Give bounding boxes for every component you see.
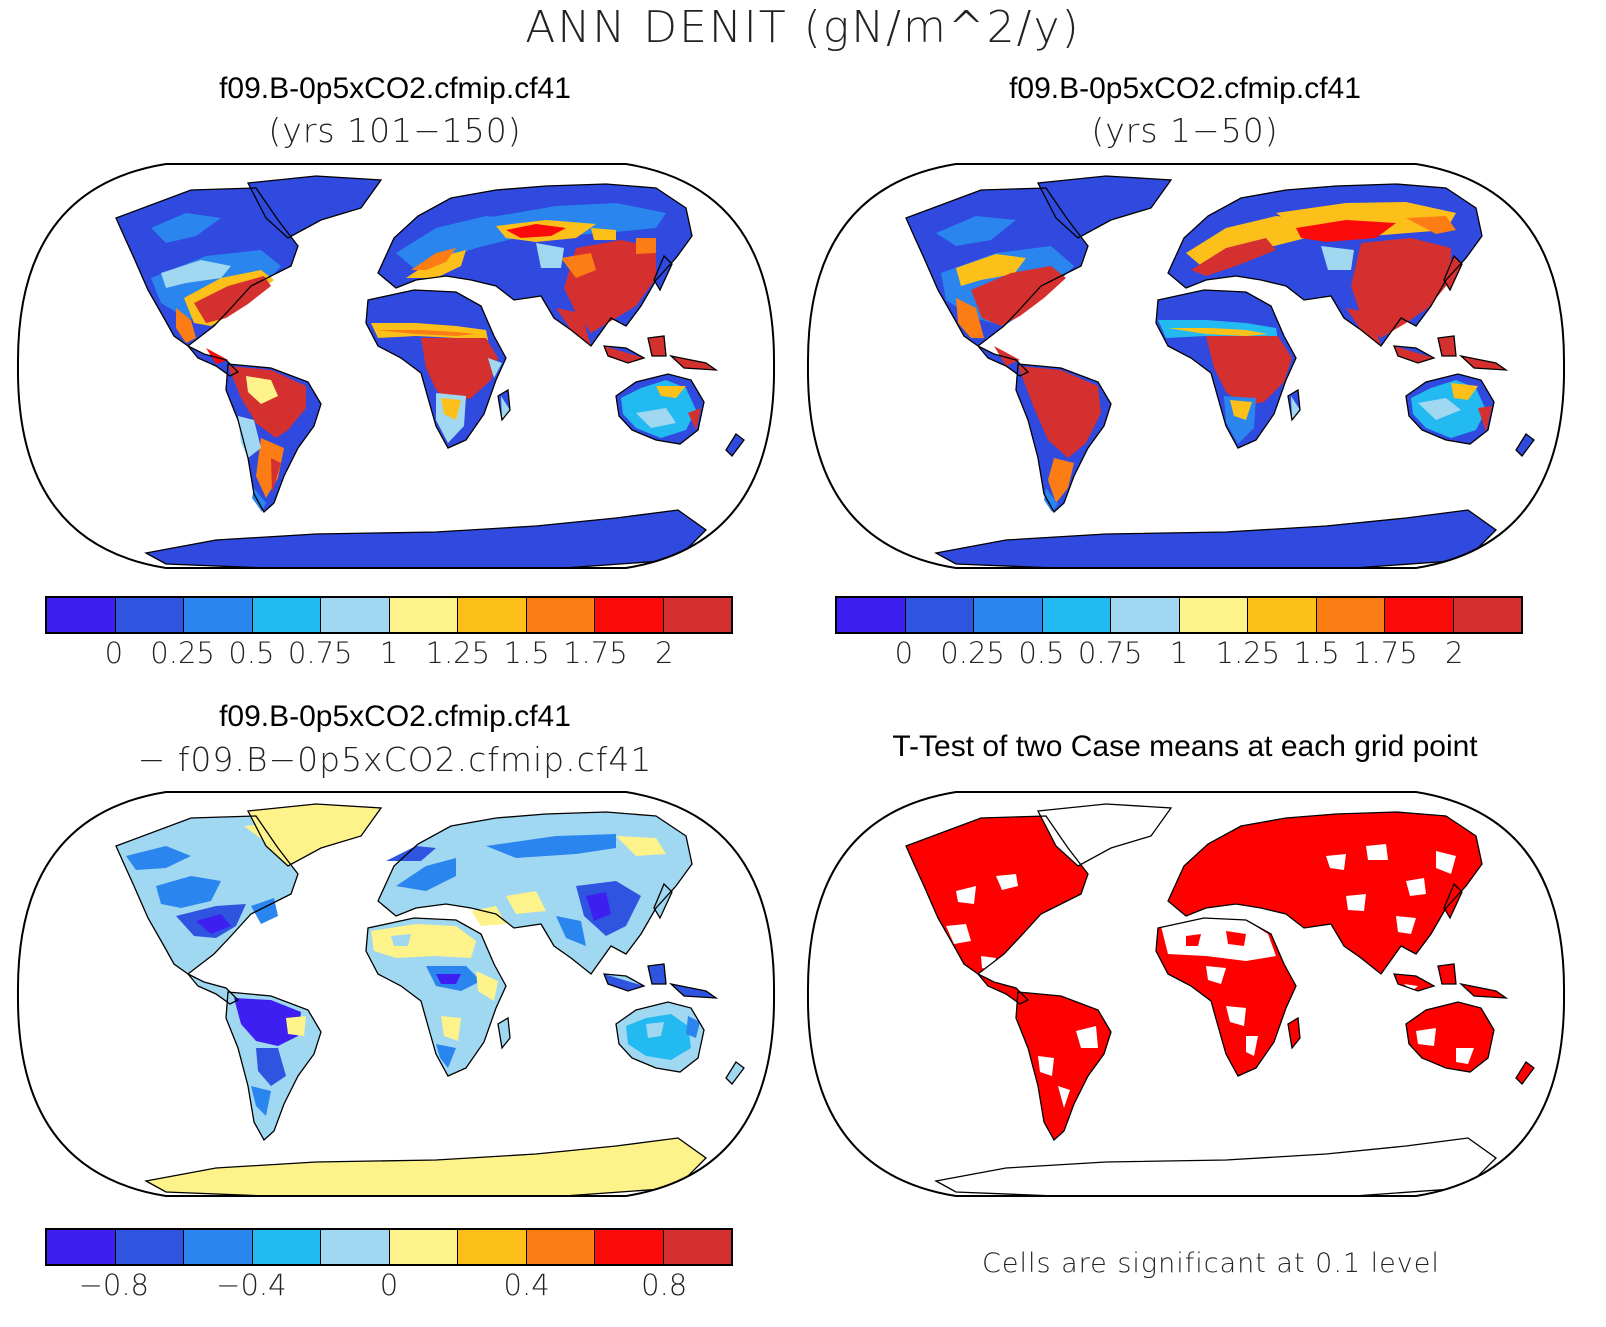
- tick-label: 2: [654, 636, 674, 670]
- map-top-right: [806, 163, 1566, 569]
- tick-label: 0.8: [641, 1268, 688, 1302]
- tick-label: 0.75: [1077, 636, 1143, 670]
- colorbar-ticks-bottom-left: −0.8 −0.4 0 0.4 0.8: [45, 1268, 733, 1304]
- figure-title: ANN DENIT (gN/m^2/y): [525, 2, 1081, 53]
- colorbar-top-left: [45, 596, 733, 634]
- tick-label: −0.4: [216, 1268, 287, 1302]
- significance-note: Cells are significant at 0.1 level: [982, 1248, 1440, 1279]
- tick-label: 1.25: [1215, 636, 1281, 670]
- tick-label: 1.5: [1293, 636, 1340, 670]
- map-bottom-right: [806, 791, 1566, 1197]
- panel-subtitle-top-left: (yrs 101−150): [268, 111, 522, 150]
- panel-title-top-left: f09.B-0p5xCO2.cfmip.cf41: [219, 72, 571, 105]
- tick-label: 1.25: [425, 636, 491, 670]
- map-bottom-left: [16, 791, 776, 1197]
- tick-label: 0.75: [287, 636, 353, 670]
- tick-label: 1: [379, 636, 399, 670]
- colorbar-ticks-top-right: 0 0.25 0.5 0.75 1 1.25 1.5 1.75 2: [835, 636, 1523, 672]
- colorbar-bottom-left: [45, 1228, 733, 1266]
- panel-subtitle-bottom-left: − f09.B−0p5xCO2.cfmip.cf41: [137, 740, 653, 779]
- panel-title-bottom-left: f09.B-0p5xCO2.cfmip.cf41: [219, 700, 571, 733]
- tick-label: 0: [104, 636, 124, 670]
- tick-label: 0: [894, 636, 914, 670]
- tick-label: 0.25: [940, 636, 1005, 670]
- panel-title-top-right: f09.B-0p5xCO2.cfmip.cf41: [1009, 72, 1361, 105]
- tick-label: 0.25: [150, 636, 215, 670]
- tick-label: 0.4: [503, 1268, 550, 1302]
- tick-label: 1: [1169, 636, 1189, 670]
- tick-label: 0: [379, 1268, 399, 1302]
- map-top-left: [16, 163, 776, 569]
- panel-subtitle-top-right: (yrs 1−50): [1091, 111, 1279, 150]
- tick-label: −0.8: [78, 1268, 150, 1302]
- colorbar-ticks-top-left: 0 0.25 0.5 0.75 1 1.25 1.5 1.75 2: [45, 636, 733, 672]
- tick-label: 0.5: [1018, 636, 1065, 670]
- tick-label: 0.5: [228, 636, 275, 670]
- tick-label: 2: [1444, 636, 1464, 670]
- tick-label: 1.75: [1353, 636, 1418, 670]
- colorbar-top-right: [835, 596, 1523, 634]
- tick-label: 1.75: [563, 636, 628, 670]
- tick-label: 1.5: [503, 636, 550, 670]
- panel-title-bottom-right: T-Test of two Case means at each grid po…: [892, 730, 1478, 763]
